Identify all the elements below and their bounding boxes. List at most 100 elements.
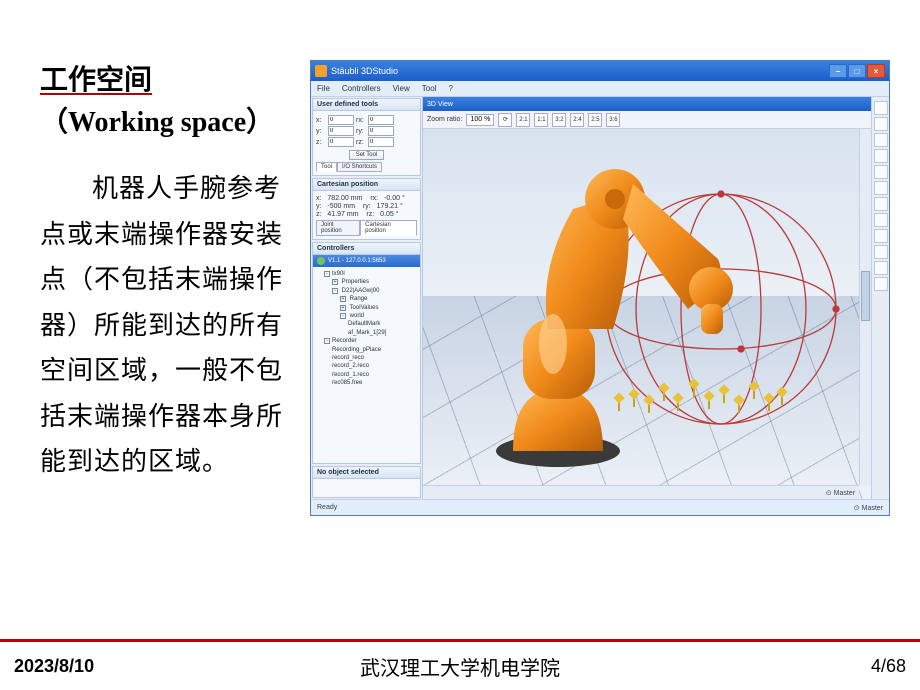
nav-button[interactable]: 2:4 bbox=[570, 113, 584, 127]
tree-item[interactable]: DefaultMark bbox=[348, 321, 380, 327]
toolbar-button[interactable] bbox=[874, 245, 888, 259]
connection-bar[interactable]: V1.1 - 127.0.0.1:5653 bbox=[313, 255, 420, 267]
ry-input[interactable] bbox=[368, 126, 394, 136]
set-tool-button[interactable]: Set Tool bbox=[349, 150, 385, 160]
toolbar-button[interactable] bbox=[874, 277, 888, 291]
tree-item[interactable]: Properties bbox=[340, 279, 369, 285]
panel-body: x: rx: y: ry: z: rz: bbox=[313, 111, 420, 175]
menu-item[interactable]: ? bbox=[448, 84, 452, 93]
tree-item[interactable]: tx90l bbox=[332, 271, 345, 277]
menu-item[interactable]: Tool bbox=[422, 84, 437, 93]
tree-item[interactable]: af_Mark_1[29] bbox=[348, 330, 386, 336]
app-icon bbox=[315, 65, 327, 77]
tree-item[interactable]: rec085.free bbox=[332, 380, 362, 386]
tab-tool[interactable]: Tool bbox=[316, 162, 337, 172]
y-input[interactable] bbox=[328, 126, 354, 136]
vertical-scrollbar[interactable] bbox=[859, 129, 871, 485]
nav-button[interactable]: 1:1 bbox=[534, 113, 548, 127]
tree-item[interactable]: record_2.reco bbox=[332, 363, 369, 369]
tree-item[interactable]: D22|AAGw|00 bbox=[340, 288, 379, 294]
app-window: Stäubli 3DStudio − □ × File Controllers … bbox=[310, 60, 890, 516]
zoom-label: Zoom ratio: bbox=[427, 116, 462, 123]
toolbar-button[interactable] bbox=[874, 117, 888, 131]
3d-viewport[interactable]: ⊙ Master bbox=[423, 129, 871, 499]
panel-user-tools: User defined tools x: rx: y: ry: bbox=[312, 98, 421, 176]
pos-row: y: -500 mm ry: 179.21 ° bbox=[316, 203, 417, 210]
controller-tree[interactable]: -tx90l + Properties - D22|AAGw|00 + Rang… bbox=[313, 267, 420, 390]
zoom-input[interactable] bbox=[466, 114, 494, 126]
nav-button[interactable]: 2:5 bbox=[588, 113, 602, 127]
tool-row: y: ry: bbox=[316, 126, 417, 136]
bottom-status-bar: ⊙ Master bbox=[423, 485, 859, 499]
panel-header: Cartesian position bbox=[313, 179, 420, 191]
status-left: Ready bbox=[317, 504, 337, 511]
footer-page: 4/68 bbox=[871, 656, 906, 677]
nav-button[interactable]: 2:1 bbox=[516, 113, 530, 127]
toolbar-button[interactable] bbox=[874, 133, 888, 147]
titlebar[interactable]: Stäubli 3DStudio − □ × bbox=[311, 61, 889, 81]
menu-item[interactable]: File bbox=[317, 84, 330, 93]
z-input[interactable] bbox=[328, 137, 354, 147]
label: y: bbox=[316, 128, 326, 135]
slide-body-text: 机器人手腕参考点或末端操作器安装点（不包括末端操作器）所能到达的所有空间区域，一… bbox=[40, 166, 300, 485]
tool-row: z: rz: bbox=[316, 137, 417, 147]
tree-item[interactable]: record_1.reco bbox=[332, 372, 369, 378]
tab-joint[interactable]: Joint position bbox=[316, 220, 360, 236]
toolbar-button[interactable] bbox=[874, 261, 888, 275]
label: y: bbox=[316, 203, 321, 210]
label: ry: bbox=[363, 203, 371, 210]
right-toolbar bbox=[871, 97, 889, 499]
toolbar-button[interactable] bbox=[874, 101, 888, 115]
panel-header: No object selected bbox=[313, 467, 420, 479]
label: z: bbox=[316, 139, 326, 146]
nav-button[interactable]: ⟳ bbox=[498, 113, 512, 127]
window-buttons: − □ × bbox=[829, 64, 885, 78]
view-header[interactable]: 3D View bbox=[423, 97, 871, 111]
label: x: bbox=[316, 117, 326, 124]
footer-date: 2023/8/10 bbox=[14, 656, 94, 677]
statusbar: Ready ⊙ Master bbox=[311, 499, 889, 515]
slide-footer: 2023/8/10 武汉理工大学机电学院 4/68 bbox=[0, 642, 920, 690]
view-toolbar: Zoom ratio: ⟳ 2:1 1:1 3:2 2:4 2:5 3:6 bbox=[423, 111, 871, 129]
toolbar-button[interactable] bbox=[874, 181, 888, 195]
label: ry: bbox=[356, 128, 366, 135]
nav-button[interactable]: 3:6 bbox=[606, 113, 620, 127]
label: rz: bbox=[366, 211, 374, 218]
tree-item[interactable]: Recorder bbox=[332, 338, 357, 344]
tree-item[interactable]: record_reco bbox=[332, 355, 364, 361]
tree-item[interactable]: world bbox=[348, 313, 364, 319]
slide-content: 工作空间 （Working space） 机器人手腕参考点或末端操作器安装点（不… bbox=[0, 0, 920, 516]
label: rx: bbox=[356, 117, 366, 124]
rx-input[interactable] bbox=[368, 115, 394, 125]
title-main: 工作空间 bbox=[40, 65, 152, 96]
left-panel: User defined tools x: rx: y: ry: bbox=[311, 97, 423, 499]
rz-input[interactable] bbox=[368, 137, 394, 147]
menu-item[interactable]: View bbox=[393, 84, 410, 93]
toolbar-button[interactable] bbox=[874, 197, 888, 211]
toolbar-button[interactable] bbox=[874, 229, 888, 243]
nav-button[interactable]: 3:2 bbox=[552, 113, 566, 127]
scrollbar-thumb[interactable] bbox=[861, 271, 870, 321]
panel-header: User defined tools bbox=[313, 99, 420, 111]
status-right: ⊙ Master bbox=[854, 504, 883, 512]
toolbar-button[interactable] bbox=[874, 213, 888, 227]
x-input[interactable] bbox=[328, 115, 354, 125]
menu-item[interactable]: Controllers bbox=[342, 84, 381, 93]
panel-controllers: Controllers V1.1 - 127.0.0.1:5653 -tx90l… bbox=[312, 242, 421, 464]
minimize-button[interactable]: − bbox=[829, 64, 847, 78]
toolbar-button[interactable] bbox=[874, 165, 888, 179]
panel-header: Controllers bbox=[313, 243, 420, 255]
tree-item[interactable]: Recording_pPlace bbox=[332, 347, 381, 353]
tab-io[interactable]: I/O Shortcuts bbox=[337, 162, 382, 172]
screenshot-column: Stäubli 3DStudio − □ × File Controllers … bbox=[300, 60, 890, 516]
toolbar-button[interactable] bbox=[874, 149, 888, 163]
tool-row: x: rx: bbox=[316, 115, 417, 125]
tree-item[interactable]: ToolValues bbox=[348, 305, 378, 311]
label: rz: bbox=[356, 139, 366, 146]
close-button[interactable]: × bbox=[867, 64, 885, 78]
maximize-button[interactable]: □ bbox=[848, 64, 866, 78]
tab-cartesian[interactable]: Cartesian position bbox=[360, 220, 417, 236]
value: 41.97 mm bbox=[327, 211, 358, 218]
tree-item[interactable]: Range bbox=[348, 296, 367, 302]
main-area: User defined tools x: rx: y: ry: bbox=[311, 97, 889, 499]
